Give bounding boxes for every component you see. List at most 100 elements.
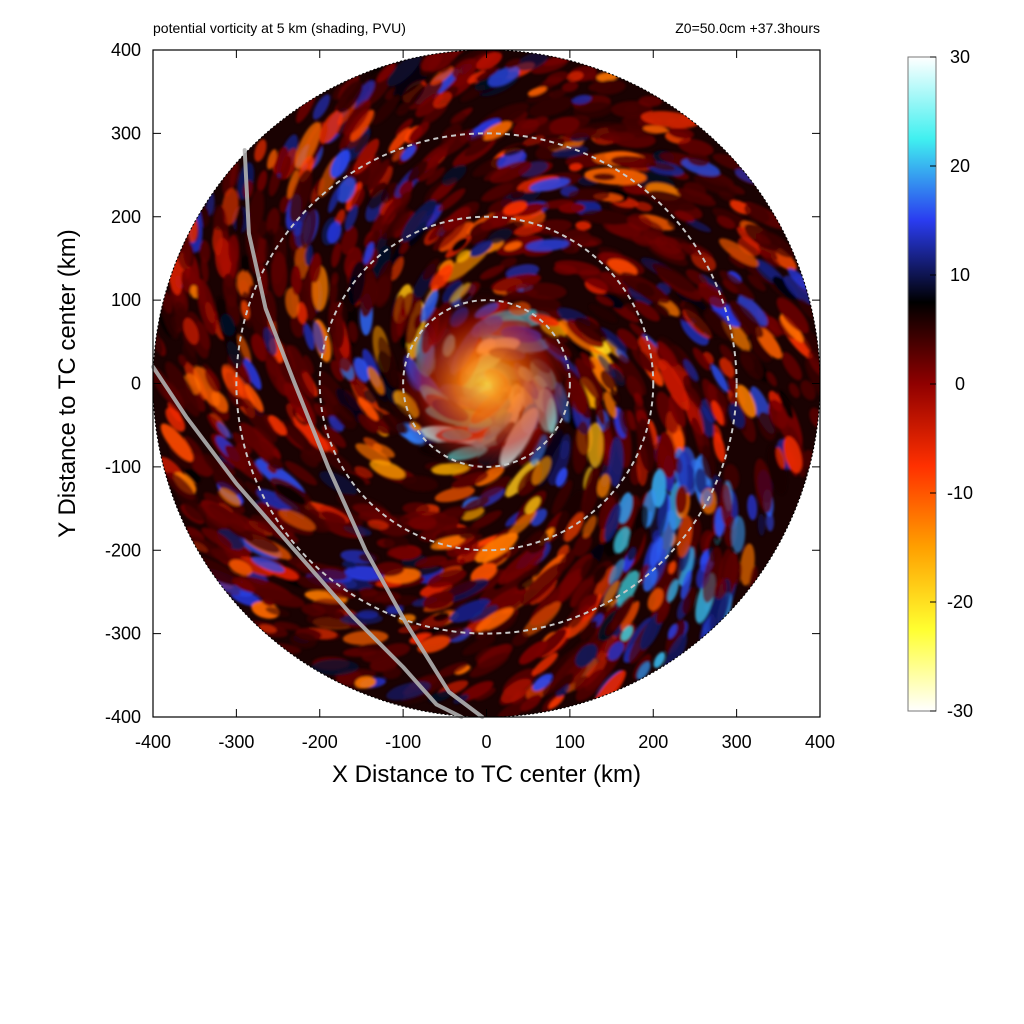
pv-cell (692, 347, 711, 371)
pv-cell (776, 297, 809, 334)
pv-cell (640, 111, 700, 129)
pv-cell (438, 188, 466, 212)
pv-cell (500, 257, 517, 268)
pv-cell (597, 474, 611, 498)
x-tick-label: -400 (135, 732, 171, 752)
x-tick-label: 0 (481, 732, 491, 752)
pv-cell (611, 100, 653, 118)
pv-cell (266, 207, 280, 236)
range-ring-100km (402, 299, 571, 468)
pv-cell (433, 611, 450, 622)
pv-cell (437, 128, 475, 158)
pv-cell (432, 219, 466, 251)
pv-cell (322, 404, 337, 421)
x-axis-label: X Distance to TC center (km) (332, 761, 641, 788)
pv-cell (501, 678, 532, 704)
range-ring-300km (235, 132, 738, 635)
pv-cell (196, 278, 218, 335)
pv-cell (568, 188, 610, 203)
pv-cell (314, 403, 327, 418)
pv-cell (783, 275, 813, 304)
pv-cell (282, 420, 313, 451)
pv-cell (709, 578, 731, 634)
pv-cell (514, 223, 544, 236)
pv-cell (367, 366, 385, 395)
pv-cell (529, 177, 570, 192)
pv-cell (728, 300, 764, 338)
pv-cell (420, 290, 439, 322)
pv-cell (462, 496, 490, 513)
pv-cell (551, 480, 573, 515)
pv-cell (582, 515, 597, 539)
pv-cell (701, 399, 716, 423)
pv-cell (257, 170, 268, 193)
pv-cell (348, 321, 358, 343)
pv-cell (680, 315, 709, 346)
pv-cell (643, 125, 669, 134)
pv-cell (184, 501, 208, 522)
pv-cell (330, 359, 344, 382)
pv-cell (647, 419, 658, 450)
pv-cell (392, 147, 405, 162)
pv-cell (459, 534, 483, 547)
pv-cell (572, 94, 592, 105)
pv-cell (408, 121, 430, 142)
pv-cell (562, 245, 576, 253)
pv-cell (747, 274, 766, 292)
pv-cell (343, 99, 371, 136)
pv-cell (711, 400, 724, 426)
pv-cell (602, 580, 620, 606)
pv-cell (531, 508, 548, 527)
pv-cell (716, 215, 735, 229)
pv-cell (396, 102, 410, 116)
pv-cell (617, 328, 639, 350)
pv-cell (459, 526, 479, 540)
pv-cell (275, 621, 301, 631)
pv-cell (217, 529, 245, 550)
pv-cell (503, 201, 528, 215)
pv-cell (627, 213, 653, 231)
pv-cell (312, 94, 331, 120)
pv-cell (554, 260, 601, 276)
pv-cell (381, 182, 399, 204)
pv-cell (383, 667, 402, 679)
pv-cell (255, 502, 287, 524)
pv-cell (310, 252, 322, 283)
pv-cell (522, 601, 561, 637)
pv-cell (555, 491, 583, 536)
pv-cell (728, 255, 746, 269)
pv-cell (580, 620, 598, 641)
pv-cell (665, 620, 686, 654)
pv-cell (626, 505, 649, 561)
colorbar-tick-label: -20 (947, 592, 973, 612)
pv-cell (153, 326, 163, 355)
pv-cell (575, 669, 606, 702)
pv-cell (332, 403, 357, 430)
pv-cell (422, 591, 454, 610)
pv-cell (182, 342, 198, 367)
pv-cell (270, 251, 288, 298)
y-tick-label: 300 (111, 123, 141, 143)
pv-cell (677, 451, 694, 494)
y-tick-label: 100 (111, 290, 141, 310)
pv-cell (652, 263, 696, 293)
pv-cell (646, 190, 696, 212)
pv-cell (634, 300, 660, 322)
pv-cell (311, 659, 359, 676)
pv-cell (637, 418, 655, 473)
pv-cell (648, 239, 686, 261)
pv-cell (381, 205, 406, 240)
pv-cell (228, 234, 240, 265)
colorbar-ticks: 30 20 10 0 -10 -20 -30 (930, 47, 973, 721)
pv-cell (369, 459, 406, 479)
pv-cell (344, 205, 359, 231)
pv-cell (635, 201, 653, 212)
pv-cell (653, 652, 666, 668)
pv-cell (280, 156, 292, 181)
pv-cell (427, 50, 460, 72)
pv-cell (387, 546, 417, 558)
pv-cell (234, 582, 258, 593)
pv-cell (430, 66, 454, 86)
pv-cell (251, 333, 268, 362)
pv-cell (321, 425, 347, 448)
